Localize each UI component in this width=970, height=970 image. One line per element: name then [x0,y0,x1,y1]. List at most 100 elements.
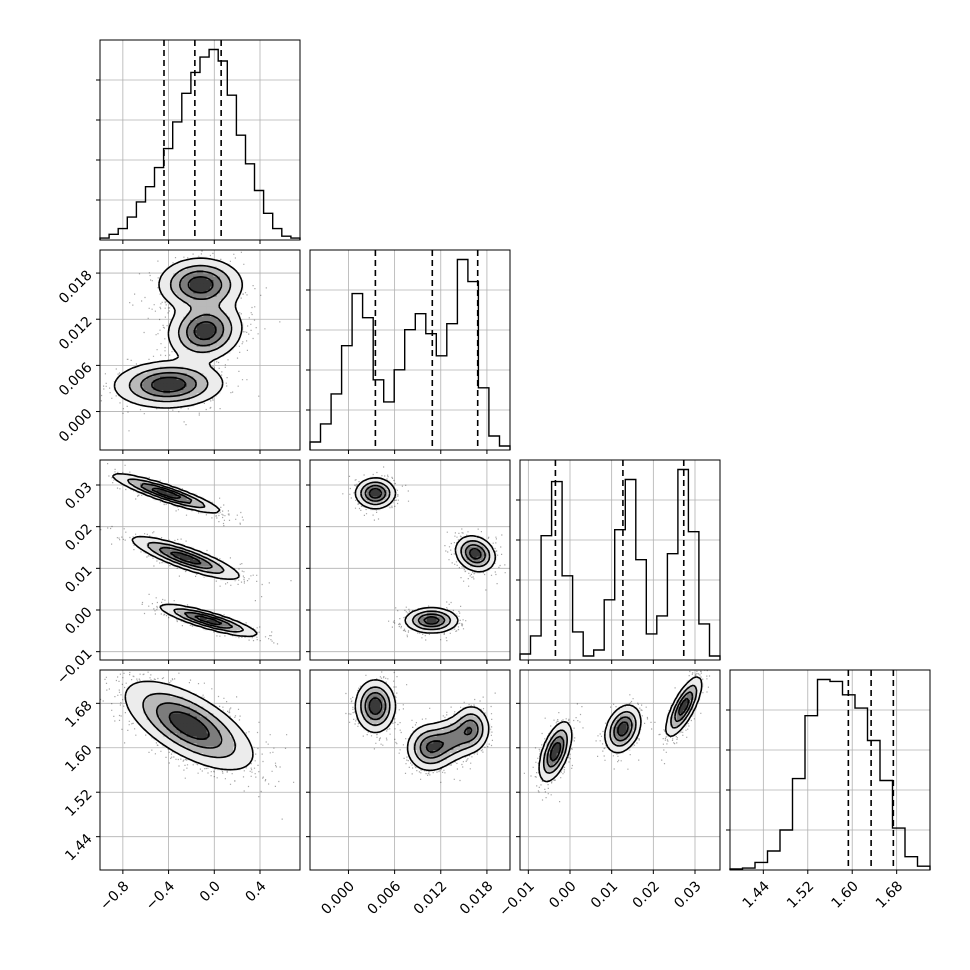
density-cell [443,736,448,741]
density-cell [466,563,471,568]
density-cell [193,740,198,744]
density-cell [390,716,394,721]
density-cell [230,266,234,271]
density-cell [130,703,134,708]
density-cell [166,270,171,274]
density-cell [613,730,618,734]
density-cell [166,710,171,714]
density-cell [173,690,178,694]
density-cell [446,750,451,754]
density-cell [206,333,211,338]
density-cell [373,680,378,684]
density-cell [473,740,478,744]
density-cell [426,733,431,738]
density-cell [443,760,448,764]
density-cell [193,563,198,568]
density-cell [553,753,558,758]
density-cell [150,376,154,381]
density-cell [163,386,168,391]
density-cell [173,403,178,408]
density-cell [230,306,234,311]
density-cell [160,486,164,491]
density-cell [160,403,164,408]
density-cell [426,760,431,764]
density-cell [623,746,628,751]
density-cell [636,713,641,718]
density-cell [556,733,561,738]
density-cell [203,346,208,351]
density-cell [626,736,631,741]
density-cell [183,393,188,398]
density-cell [156,386,161,391]
density-cell [140,370,144,374]
density-cell [186,363,191,368]
density-cell [183,700,188,704]
density-cell [670,733,674,738]
density-cell [210,716,214,721]
density-cell [250,750,254,754]
density-cell [123,476,128,481]
density-cell [363,486,368,491]
density-cell [146,703,151,708]
density-cell [420,616,424,621]
density-cell [196,340,201,344]
density-cell [143,403,148,408]
density-cell [213,350,218,354]
density-cell [440,723,444,728]
density-cell [190,283,194,288]
density-cell [423,733,428,738]
density-cell [186,276,191,281]
density-cell [450,616,454,621]
x-tick-label: −0.8 [97,878,132,913]
density-cell [370,693,374,698]
density-cell [190,336,194,341]
density-cell [210,750,214,754]
density-cell [146,550,151,554]
density-cell [410,750,414,754]
density-cell [163,286,168,291]
density-cell [126,376,131,381]
density-cell [623,740,628,744]
density-cell [206,273,211,278]
density-cell [140,540,144,544]
density-cell [563,743,568,748]
density-cell [196,266,201,271]
density-cell [163,703,168,708]
x-tick-label: 0.018 [457,878,497,918]
density-cell [173,696,178,701]
density-cell [196,390,201,394]
density-cell [370,720,374,724]
density-cell [433,743,438,748]
density-cell [380,683,384,688]
density-cell [220,286,224,291]
density-cell [193,400,198,404]
density-cell [163,380,168,384]
density-cell [443,623,448,628]
density-cell [450,726,454,731]
density-cell [210,376,214,381]
density-cell [156,396,161,401]
density-cell [443,626,448,631]
density-cell [480,743,484,748]
density-cell [446,746,451,751]
density-cell [180,303,184,308]
density-cell [133,703,138,708]
density-cell [176,560,181,564]
density-cell [196,360,201,364]
density-cell [123,380,128,384]
density-cell [390,713,394,718]
density-cell [183,733,188,738]
density-cell [246,753,251,758]
density-cell [173,366,178,371]
density-cell [233,750,238,754]
density-cell [546,773,551,778]
density-cell [203,560,208,564]
density-cell [233,316,238,321]
density-cell [133,486,138,491]
density-cell [210,373,214,378]
density-cell [176,693,181,698]
density-cell [416,733,421,738]
density-cell [236,740,241,744]
density-cell [123,376,128,381]
density-cell [123,390,128,394]
